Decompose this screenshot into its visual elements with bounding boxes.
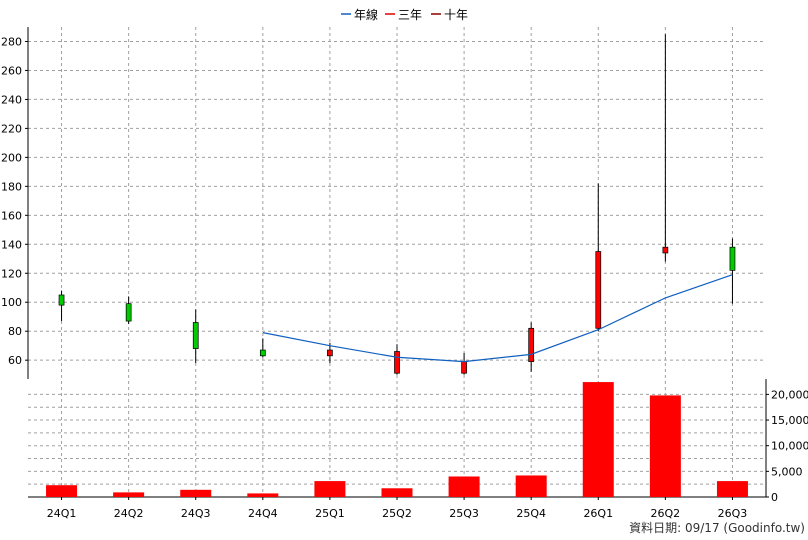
- price-tick-label: 280: [1, 35, 22, 48]
- candle-body: [461, 361, 467, 374]
- volume-tick-label: 20,000: [771, 388, 808, 401]
- x-tick-label: 26Q2: [651, 507, 681, 520]
- volume-bar: [515, 475, 547, 497]
- volume-tick-label: 10,000: [771, 440, 808, 453]
- price-tick-label: 120: [1, 267, 22, 280]
- axes: 60 80 100 120 140 160 180 200 220 240 260 280 0 5,000…: [1, 27, 808, 520]
- volume-bars: [46, 382, 748, 497]
- candle-body: [662, 246, 669, 254]
- legend-label: 三年: [398, 8, 422, 22]
- footer-source-text: 資料日期: 09/17 (Goodinfo.tw): [629, 521, 805, 535]
- legend-label: 十年: [444, 8, 468, 22]
- price-tick-label: 100: [1, 296, 22, 309]
- year-line-series: [262, 274, 733, 363]
- volume-bar: [314, 481, 346, 497]
- price-tick-label: 180: [1, 180, 22, 193]
- price-tick-label: 140: [1, 238, 22, 251]
- x-tick-label: 24Q1: [47, 507, 77, 520]
- volume-bar: [716, 481, 748, 497]
- price-tick-label: 200: [1, 151, 22, 164]
- x-tick-label: 26Q3: [718, 507, 748, 520]
- x-tick-label: 25Q3: [449, 507, 479, 520]
- volume-tick-label: 5,000: [771, 465, 803, 478]
- volume-bar: [582, 382, 614, 497]
- volume-bar: [381, 488, 413, 497]
- volume-bar: [247, 493, 279, 497]
- candle-body: [192, 322, 199, 349]
- price-tick-label: 80: [8, 325, 22, 338]
- price-tick-label: 260: [1, 64, 22, 77]
- legend-label: 年線: [354, 7, 378, 22]
- candle-body: [528, 327, 535, 362]
- volume-tick-label: 0: [771, 491, 778, 504]
- x-tick-label: 25Q2: [382, 507, 412, 520]
- year-line: [262, 274, 733, 363]
- x-tick-label: 25Q1: [315, 507, 345, 520]
- price-tick-label: 160: [1, 209, 22, 222]
- volume-tick-label: 15,000: [771, 414, 808, 427]
- price-tick-label: 240: [1, 93, 22, 106]
- volume-bar: [448, 476, 480, 497]
- candle-body: [327, 349, 333, 357]
- volume-bar: [180, 489, 212, 497]
- candlesticks: [58, 34, 736, 375]
- x-tick-label: 24Q4: [248, 507, 278, 520]
- volume-bar: [649, 395, 681, 497]
- x-tick-label: 25Q4: [516, 507, 546, 520]
- candle-body: [595, 251, 602, 329]
- x-tick-label: 24Q3: [181, 507, 211, 520]
- grid: [28, 27, 766, 497]
- legend: 年線 三年 十年: [341, 7, 468, 22]
- candle-body: [125, 303, 132, 322]
- candle-body: [259, 349, 266, 357]
- volume-bar: [46, 485, 78, 497]
- price-tick-label: 60: [8, 354, 22, 367]
- candle-body: [394, 351, 400, 374]
- volume-bar: [113, 492, 145, 497]
- x-tick-label: 26Q1: [583, 507, 613, 520]
- price-tick-label: 220: [1, 122, 22, 135]
- candle-body: [58, 294, 65, 306]
- x-tick-label: 24Q2: [114, 507, 144, 520]
- candle-body: [729, 246, 736, 271]
